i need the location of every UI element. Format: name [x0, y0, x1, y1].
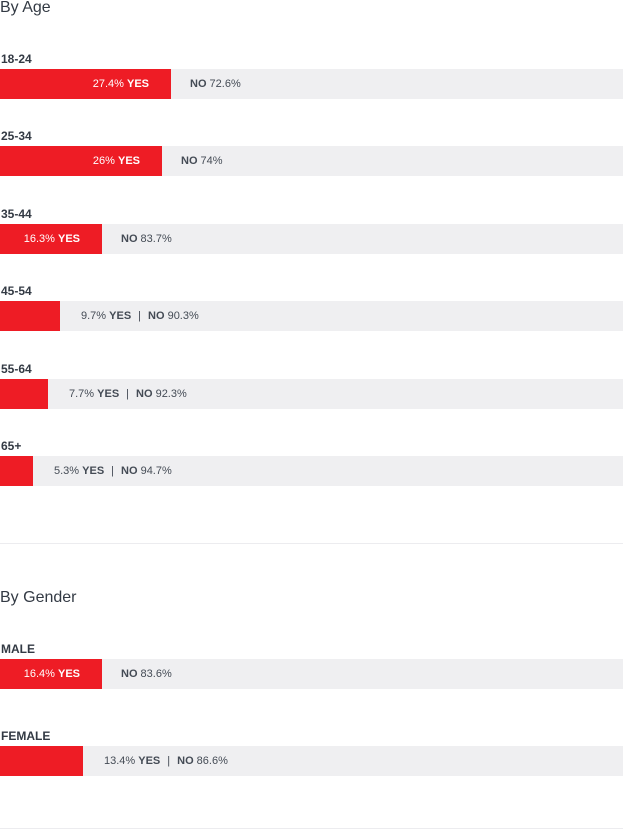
no-value: 90.3%: [164, 310, 199, 323]
category-label: FEMALE: [1, 729, 51, 743]
separator: |: [111, 465, 115, 477]
yes-bar: [0, 69, 171, 99]
category-label: 18-24: [1, 52, 32, 66]
no-text-name: NO: [190, 78, 207, 90]
yes-bar: [0, 223, 102, 254]
yes-bar: [0, 301, 60, 332]
category-label: 55-64: [1, 361, 32, 376]
no-text-name: NO: [121, 465, 138, 477]
no-label: NO 83.6%: [121, 659, 172, 689]
section-divider: [0, 828, 623, 829]
yes-bar: [0, 146, 162, 177]
yes-label: 27.4% YES: [0, 69, 149, 99]
bar-group: 55-64 7.7% YES | NO 92.3%: [0, 362, 623, 422]
bar-track: 16.3% YES NO 83.7%: [0, 223, 623, 254]
bar-value-label: 13.4% YES | NO 86.6%: [104, 746, 228, 776]
no-label: NO 74%: [181, 146, 223, 176]
no-text-name: NO: [181, 155, 198, 168]
yes-label: 16.4% YES: [0, 659, 80, 689]
bar-group: FEMALE 13.4% YES | NO 86.6%: [0, 729, 623, 789]
yes-value: 16.3%: [23, 232, 58, 245]
bar-track: 7.7% YES | NO 92.3%: [0, 378, 623, 409]
no-value: 83.7%: [137, 232, 172, 245]
yes-value: 13.4%: [104, 755, 139, 767]
separator: |: [138, 310, 142, 323]
yes-bar: [0, 378, 48, 409]
separator: |: [167, 755, 171, 767]
bar-track: 5.3% YES | NO 94.7%: [0, 456, 623, 486]
bar-track: 9.7% YES | NO 90.3%: [0, 301, 623, 332]
no-label: NO 72.6%: [190, 69, 241, 99]
yes-text: YES: [97, 387, 120, 400]
no-value: 92.3%: [152, 387, 187, 400]
chart-title-age: By Age: [0, 0, 51, 16]
bar-track: 27.4% YES NO 72.6%: [0, 69, 623, 99]
yes-value: 7.7%: [69, 387, 98, 400]
category-label: 35-44: [1, 206, 32, 221]
yes-text: YES: [138, 755, 161, 767]
yes-value: 5.3%: [54, 465, 83, 477]
bar-track: 13.4% YES | NO 86.6%: [0, 746, 623, 776]
yes-value: 16.4%: [23, 668, 58, 680]
bar-track: 26% YES NO 74%: [0, 146, 623, 177]
no-value: 72.6%: [206, 78, 241, 90]
yes-text: YES: [82, 465, 105, 477]
yes-bar: [0, 659, 102, 689]
bar-group: 45-54 9.7% YES | NO 90.3%: [0, 284, 623, 344]
yes-value: 9.7%: [81, 310, 110, 323]
yes-text: YES: [57, 232, 80, 245]
no-value: 74%: [197, 155, 223, 168]
yes-text: YES: [109, 310, 132, 323]
category-label: 65+: [1, 439, 22, 453]
bar-group: 25-34 26% YES NO 74%: [0, 129, 623, 189]
no-text-name: NO: [136, 387, 153, 400]
no-label: NO 83.7%: [121, 224, 172, 254]
category-label: 25-34: [1, 129, 32, 144]
category-label: 45-54: [1, 284, 32, 299]
yes-bar: [0, 746, 83, 776]
no-value: 94.7%: [137, 465, 172, 477]
yes-text: YES: [117, 155, 140, 168]
chart-title-gender: By Gender: [0, 589, 77, 606]
bar-group: 18-24 27.4% YES NO 72.6%: [0, 52, 623, 112]
yes-bar: [0, 456, 33, 486]
no-value: 83.6%: [137, 668, 172, 680]
bar-group: MALE 16.4% YES NO 83.6%: [0, 642, 623, 702]
yes-value: 26%: [92, 155, 118, 168]
bar-value-label: 9.7% YES | NO 90.3%: [81, 301, 199, 331]
yes-label: 26% YES: [0, 146, 140, 176]
no-value: 86.6%: [193, 755, 228, 767]
bar-group: 35-44 16.3% YES NO 83.7%: [0, 207, 623, 267]
bar-track: 16.4% YES NO 83.6%: [0, 659, 623, 689]
section-divider: [0, 543, 623, 544]
separator: |: [126, 387, 130, 400]
no-text-name: NO: [148, 310, 165, 323]
bar-value-label: 7.7% YES | NO 92.3%: [69, 379, 187, 409]
category-label: MALE: [1, 642, 35, 656]
no-text-name: NO: [177, 755, 194, 767]
yes-value: 27.4%: [92, 78, 127, 90]
bar-value-label: 5.3% YES | NO 94.7%: [54, 456, 172, 486]
bar-group: 65+ 5.3% YES | NO 94.7%: [0, 439, 623, 499]
yes-text: YES: [57, 668, 80, 680]
no-text-name: NO: [121, 232, 138, 245]
yes-text: YES: [126, 78, 149, 90]
yes-label: 16.3% YES: [0, 224, 80, 254]
no-text-name: NO: [121, 668, 138, 680]
